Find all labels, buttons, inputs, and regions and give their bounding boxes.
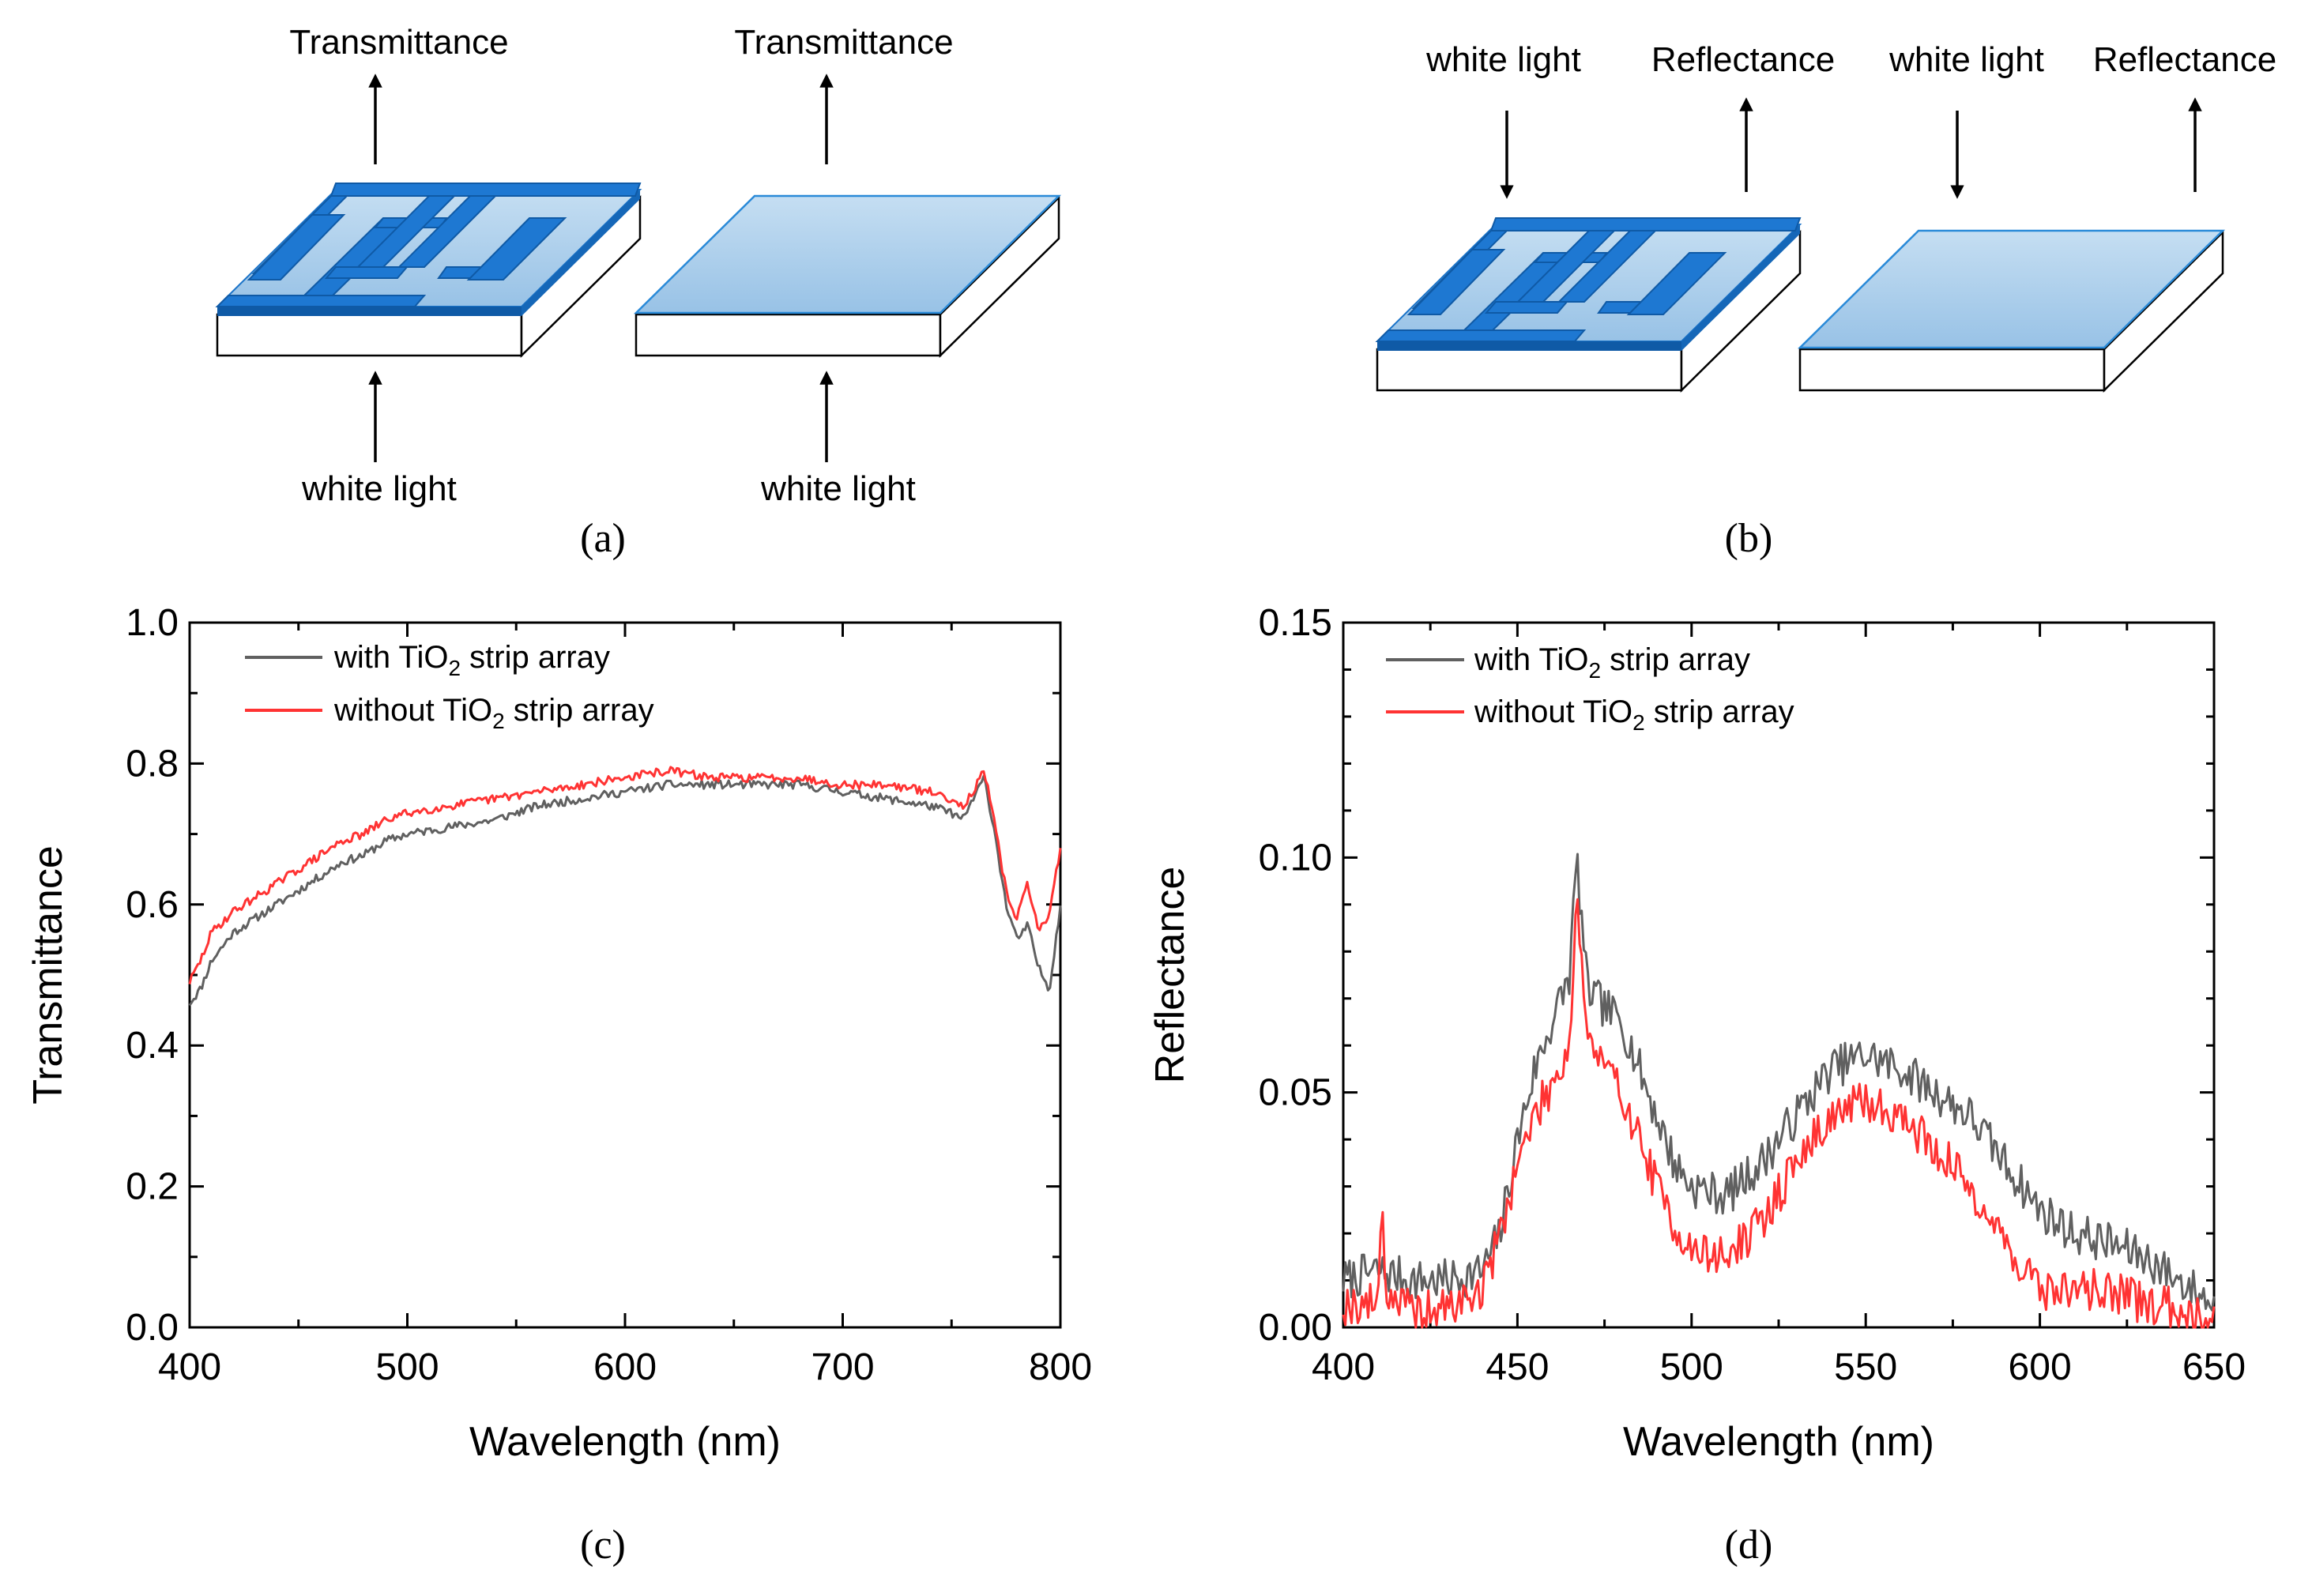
reflectance-legend: with TiO2 strip array without TiO2 strip… [1386, 642, 1794, 735]
caption-b: (b) [1725, 516, 1773, 561]
y-tick-label: 0.05 [1259, 1072, 1332, 1114]
caption-d: (d) [1725, 1523, 1773, 1568]
y-tick-label: 0.2 [126, 1166, 179, 1208]
caption-c: (c) [580, 1523, 626, 1568]
series-line-with-strips [1342, 853, 2216, 1312]
transmittance-chart: 400 500 600 700 800 0.0 0.2 0.4 0.6 0.8 1.0 with T… [25, 602, 1092, 1568]
y-tick-label: 1.0 [126, 602, 179, 644]
device-without-strips-a [633, 194, 1062, 358]
x-tick-label: 500 [1660, 1346, 1723, 1388]
x-tick-label: 800 [1029, 1346, 1092, 1388]
series-line-with-strips [188, 774, 1062, 1007]
x-tick-label: 450 [1486, 1346, 1549, 1388]
y-axis-label: Reflectance [1147, 867, 1193, 1084]
legend-label-without: without TiO2 strip array [333, 693, 654, 733]
x-tick-label: 600 [593, 1346, 657, 1388]
panel-b: white light Reflectance white light Refl… [1375, 40, 2276, 561]
reflectance-label-1: Reflectance [1651, 40, 1835, 79]
x-tick-label: 600 [2009, 1346, 2072, 1388]
transmittance-label-2: Transmittance [734, 23, 953, 62]
y-axis-label: Transmittance [25, 845, 71, 1105]
reflectance-label-2: Reflectance [2093, 40, 2276, 79]
y-tick-label: 0.6 [126, 884, 179, 926]
x-tick-label: 500 [375, 1346, 439, 1388]
white-light-label-1: white light [301, 469, 457, 508]
caption-a: (a) [580, 516, 626, 561]
device-with-strips-a [215, 183, 642, 358]
y-tick-label: 0.0 [126, 1307, 179, 1349]
transmittance-ticks: 400 500 600 700 800 0.0 0.2 0.4 0.6 0.8 1.0 [126, 602, 1092, 1388]
device-without-strips-b [1797, 229, 2226, 393]
x-tick-label: 700 [811, 1346, 874, 1388]
series-line-without-strips [188, 766, 1062, 984]
legend-label-without: without TiO2 strip array [1474, 694, 1794, 735]
y-tick-label: 0.10 [1259, 837, 1332, 879]
y-tick-label: 0.4 [126, 1025, 179, 1067]
x-tick-label: 400 [1312, 1346, 1375, 1388]
reflectance-series [1342, 853, 2216, 1329]
transmittance-series [188, 766, 1062, 1007]
transmittance-label-1: Transmittance [289, 23, 508, 62]
x-tick-label: 650 [2182, 1346, 2246, 1388]
transmittance-legend: with TiO2 strip array without TiO2 strip… [245, 640, 654, 733]
x-tick-label: 550 [1834, 1346, 1897, 1388]
reflectance-ticks: 400 450 500 550 600 650 0.00 0.05 0.10 0.15 [1259, 602, 2246, 1388]
legend-label-with: with TiO2 strip array [1474, 642, 1750, 683]
y-tick-label: 0.8 [126, 743, 179, 785]
y-tick-label: 0.00 [1259, 1307, 1332, 1349]
device-with-strips-b [1375, 217, 1802, 393]
panel-a: Transmittance Transmittance white light … [215, 23, 1062, 561]
white-light-label-3: white light [1425, 40, 1581, 79]
white-light-label-4: white light [1888, 40, 2044, 79]
legend-label-with: with TiO2 strip array [333, 640, 610, 680]
reflectance-chart: 400 450 500 550 600 650 0.00 0.05 0.10 0.15 with … [1147, 602, 2246, 1568]
x-tick-label: 400 [158, 1346, 221, 1388]
white-light-label-2: white light [760, 469, 916, 508]
y-tick-label: 0.15 [1259, 602, 1332, 644]
x-axis-label: Wavelength (nm) [1623, 1419, 1934, 1465]
series-line-without-strips [1342, 898, 2216, 1329]
x-axis-label: Wavelength (nm) [469, 1419, 781, 1465]
